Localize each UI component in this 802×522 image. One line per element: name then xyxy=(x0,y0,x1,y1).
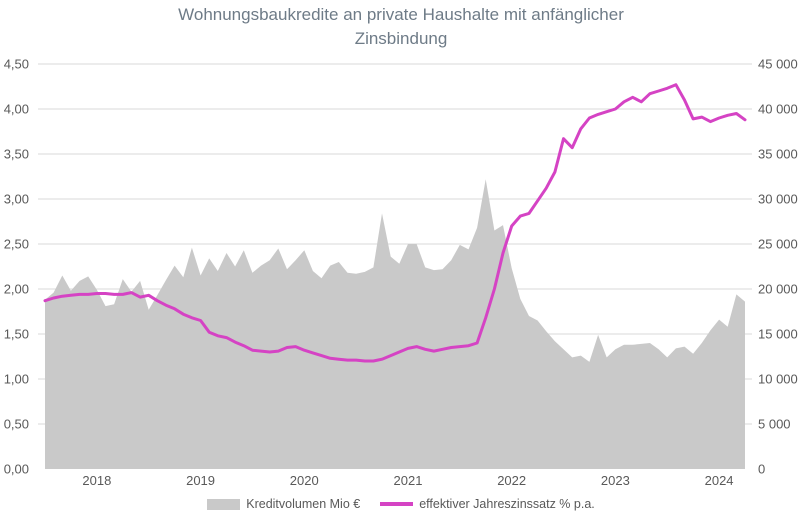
y-axis-left-tick-label: 4,50 xyxy=(4,57,29,72)
x-axis-year-label: 2018 xyxy=(82,473,111,488)
zinssatz-line-series xyxy=(43,83,747,363)
y-axis-right-tick-label: 25 000 xyxy=(758,237,798,252)
chart-title: Wohnungsbaukredite an private Haushalte … xyxy=(0,3,802,51)
chart-title-line-1: Wohnungsbaukredite an private Haushalte … xyxy=(178,5,624,24)
y-axis-left-tick-label: 2,00 xyxy=(4,282,29,297)
y-axis-left-tick-label: 0,50 xyxy=(4,417,29,432)
kreditvolumen-area-series xyxy=(45,179,745,469)
y-axis-left-tick-label: 2,50 xyxy=(4,237,29,252)
y-axis-left-tick-label: 1,00 xyxy=(4,372,29,387)
y-axis-right-tick-label: 40 000 xyxy=(758,102,798,117)
y-axis-right-tick-label: 0 xyxy=(758,462,765,477)
y-axis-right-tick-label: 30 000 xyxy=(758,192,798,207)
y-axis-right-tick-label: 20 000 xyxy=(758,282,798,297)
line-swatch-icon xyxy=(380,502,414,506)
x-axis-year-label: 2019 xyxy=(186,473,215,488)
y-axis-right-tick-label: 15 000 xyxy=(758,327,798,342)
chart-title-line-2: Zinsbindung xyxy=(354,29,448,48)
legend-item-kreditvolumen: Kreditvolumen Mio € xyxy=(207,497,360,511)
y-axis-left-tick-label: 3,00 xyxy=(4,192,29,207)
y-axis-left-tick-label: 3,50 xyxy=(4,147,29,162)
legend-label-kreditvolumen: Kreditvolumen Mio € xyxy=(246,497,361,511)
x-axis-year-label: 2023 xyxy=(601,473,630,488)
y-axis-left-tick-label: 1,50 xyxy=(4,327,29,342)
x-axis-year-label: 2024 xyxy=(705,473,734,488)
x-axis-year-label: 2020 xyxy=(290,473,319,488)
y-axis-left-tick-label: 4,00 xyxy=(4,102,29,117)
y-axis-right-tick-label: 5 000 xyxy=(758,417,791,432)
legend-item-zinssatz: effektiver Jahreszinssatz % p.a. xyxy=(380,497,595,511)
y-axis-right-tick-label: 45 000 xyxy=(758,57,798,72)
x-axis-year-label: 2022 xyxy=(497,473,526,488)
y-axis-left-tick-label: 0,00 xyxy=(4,462,29,477)
y-axis-right-tick-label: 35 000 xyxy=(758,147,798,162)
legend: Kreditvolumen Mio € effektiver Jahreszin… xyxy=(0,497,802,511)
area-swatch-icon xyxy=(207,498,241,510)
y-axis-right-tick-label: 10 000 xyxy=(758,372,798,387)
x-axis-year-label: 2021 xyxy=(394,473,423,488)
legend-label-zinssatz: effektiver Jahreszinssatz % p.a. xyxy=(419,497,595,511)
